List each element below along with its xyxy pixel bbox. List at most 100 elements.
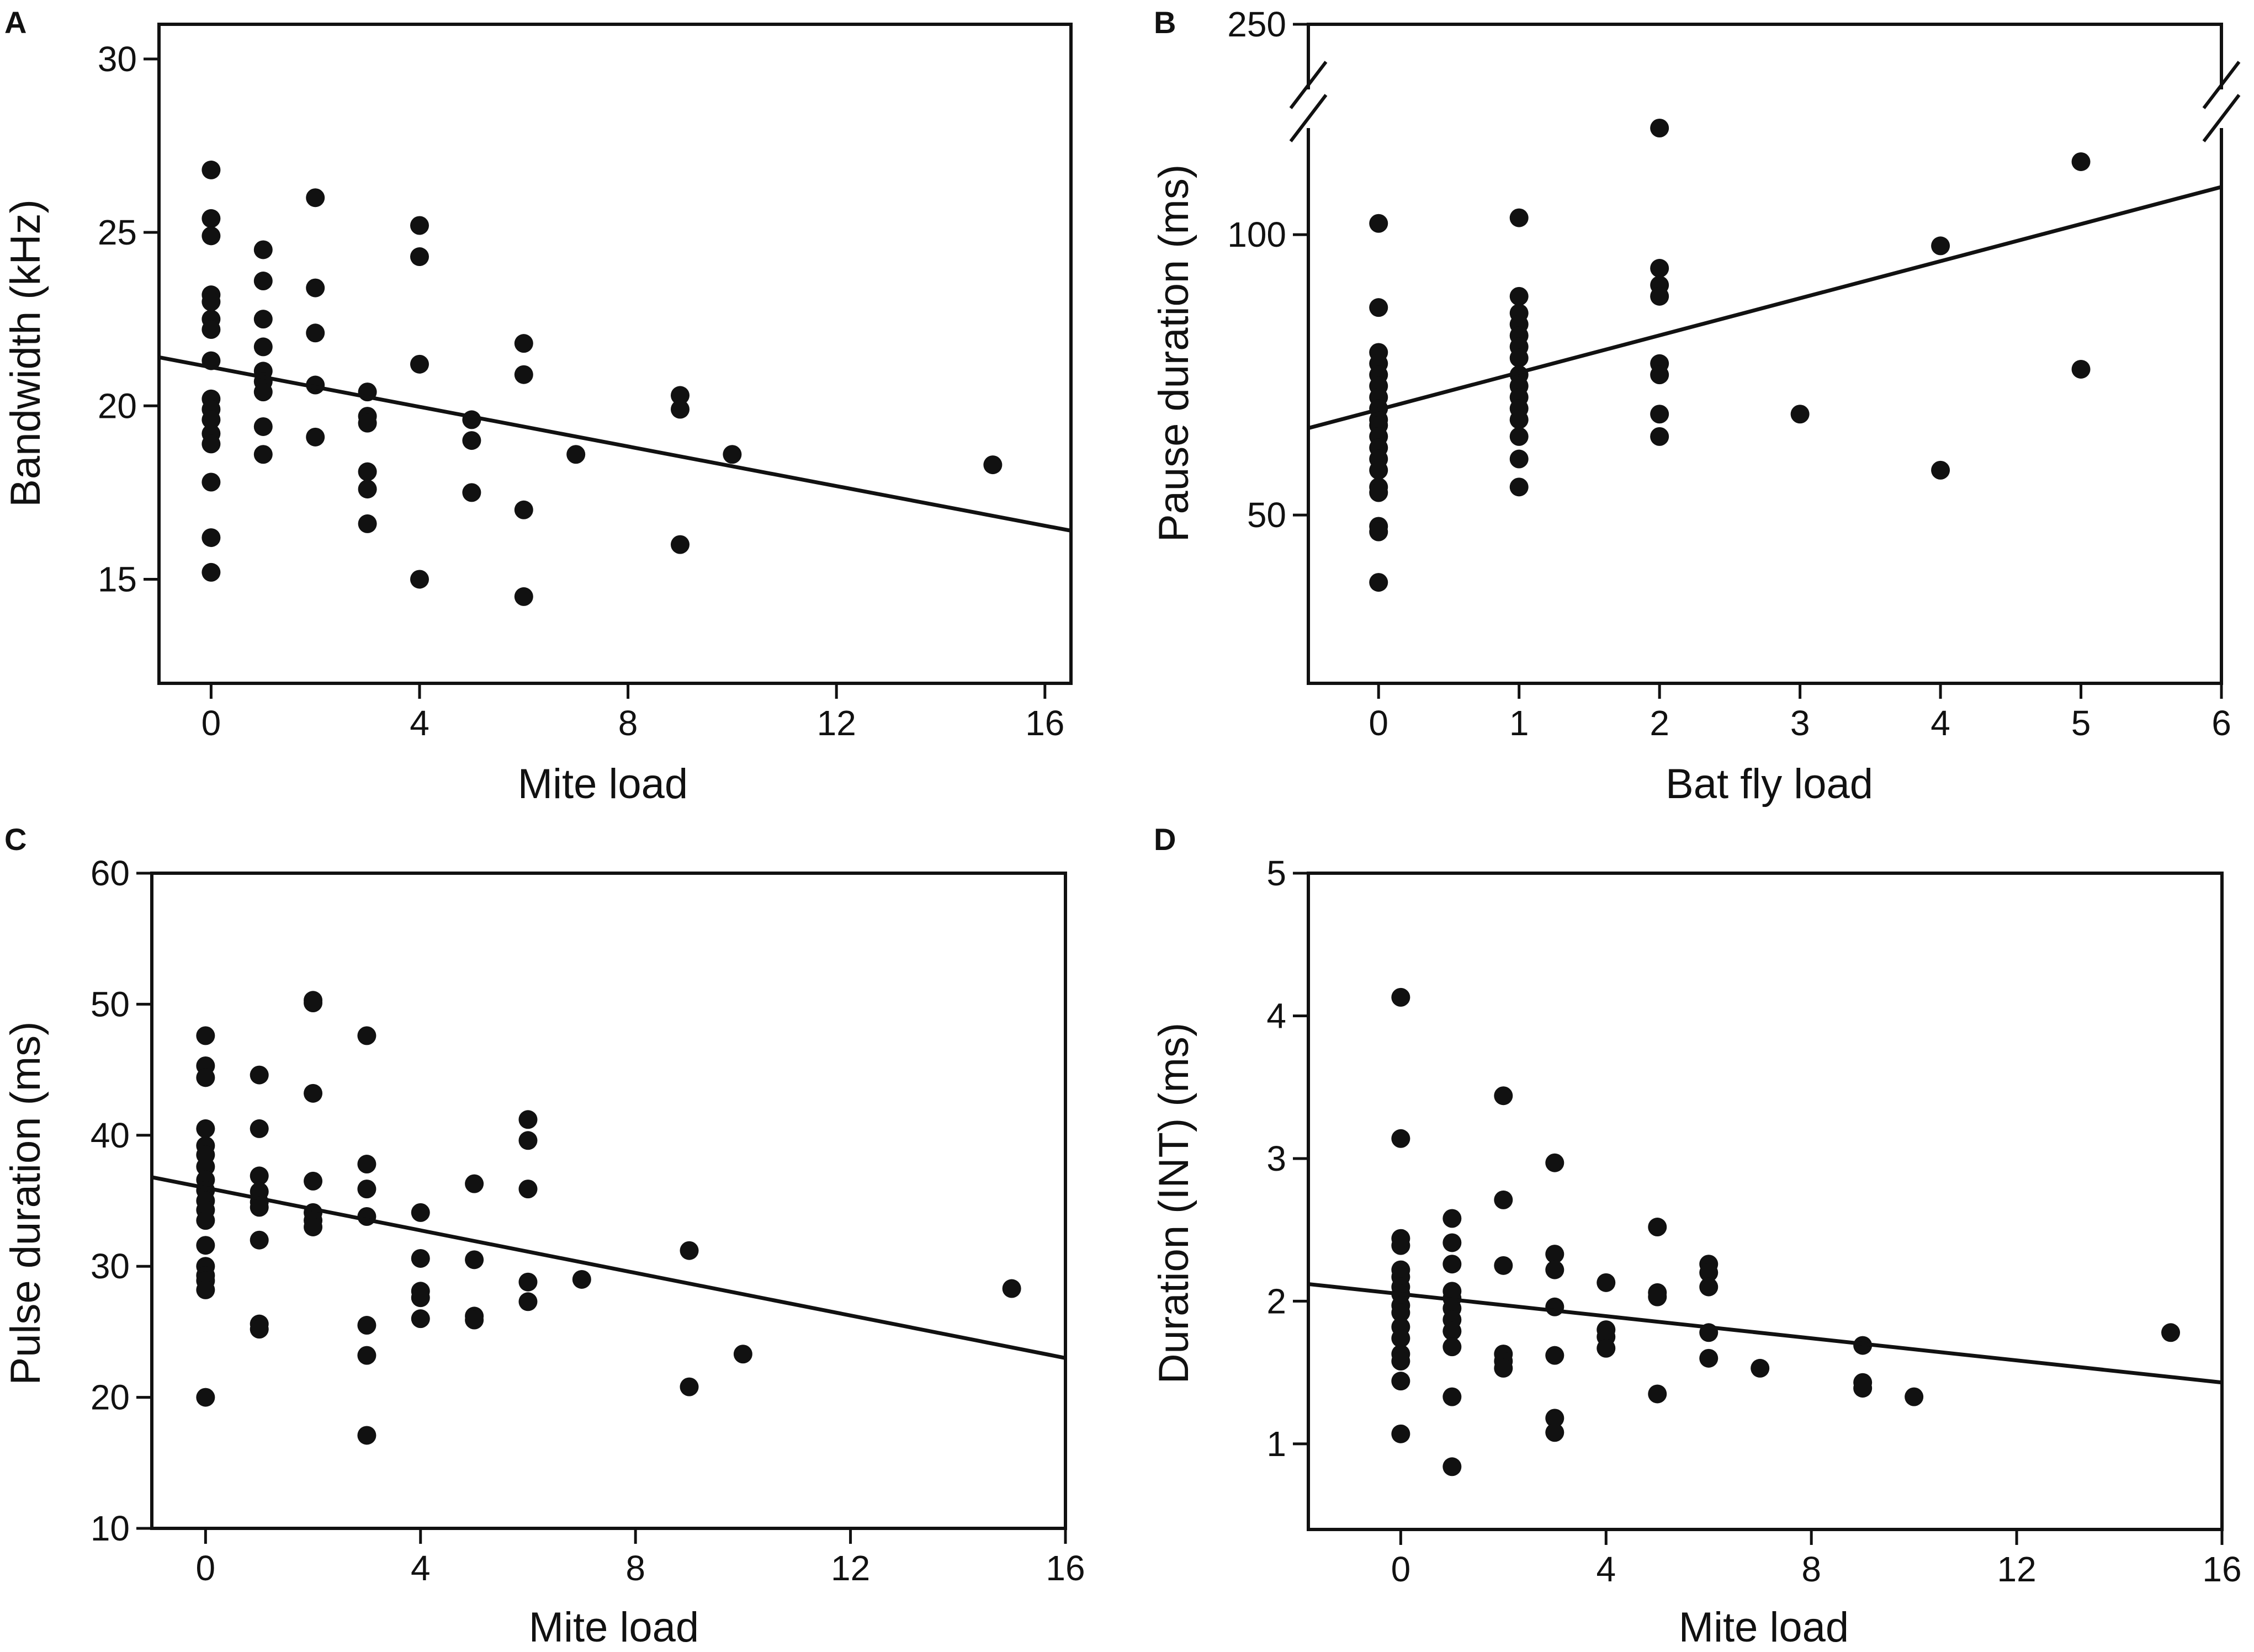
panel-a-data-point (723, 445, 742, 464)
panel-c-x-tick-label: 0 (196, 1548, 216, 1588)
panel-d-data-point (1751, 1358, 1770, 1378)
panel-c-data-point (196, 1236, 215, 1255)
panel-d-x-tick-label: 4 (1596, 1549, 1616, 1589)
panel-a-data-point (566, 445, 586, 464)
panel-c-data-point (518, 1292, 538, 1311)
panel-a-data-point (358, 413, 377, 433)
panel-c-x-tick-label: 4 (411, 1548, 431, 1588)
panel-d-y-label: Duration (INT) (ms) (1150, 1023, 1197, 1384)
panel-d-data-point (1597, 1338, 1616, 1358)
panel-d-data-point (1391, 1129, 1410, 1148)
panel-a-fit-line (158, 355, 1072, 533)
panel-c-data-point (196, 1026, 215, 1045)
panel-b-y-tick-label: 100 (1227, 215, 1286, 254)
panel-c-data-point (680, 1377, 699, 1396)
panel-a-y-tick-label: 25 (98, 213, 137, 252)
panel-d-data-point (1442, 1255, 1462, 1274)
panel-c-data-point (465, 1250, 484, 1269)
panel-a-letter: A (4, 5, 26, 40)
panel-c-letter: C (4, 822, 26, 857)
panel-d-data-point (1391, 1236, 1410, 1255)
panel-c: C 10 20 30 40 50 60 0 4 8 12 16 Mite load Pulse d… (2, 822, 1085, 1651)
panel-a-y-tick-label: 30 (98, 39, 137, 79)
panel-d-data-point (1905, 1387, 1924, 1406)
panel-b-data-point (1650, 286, 1669, 306)
panel-a-x-axis: 0 4 8 12 16 (201, 683, 1064, 743)
panel-b-x-tick-label: 3 (1790, 703, 1810, 743)
panel-b-y-label: Pause duration (ms) (1150, 164, 1197, 542)
panel-a-x-tick-label: 8 (618, 703, 638, 743)
panel-a-data-point (358, 514, 377, 533)
panel-d-data-point (1853, 1379, 1873, 1398)
panel-a-data-point (253, 417, 273, 436)
panel-a-data-point (671, 400, 690, 419)
panel-b-data-point (1650, 405, 1669, 424)
panel-a-data-point (306, 188, 325, 208)
panel-b-break-mark-right-bottom (2202, 94, 2241, 142)
panel-c-y-tick-label: 30 (91, 1246, 130, 1286)
panel-b-data-point (1509, 410, 1529, 429)
panel-a-x-label: Mite load (518, 761, 688, 808)
panel-a-data-point (410, 247, 429, 267)
panel-c-data-point (357, 1316, 376, 1335)
panel-b-fit-line (1308, 185, 2222, 431)
panel-c-y-tick-label: 10 (91, 1508, 130, 1548)
panel-a-y-tick-label: 15 (98, 559, 137, 599)
panel-d-fit-line (1308, 1282, 2223, 1385)
panel-b-data-point (1369, 460, 1388, 480)
panel-c-y-tick-label: 40 (91, 1116, 130, 1155)
panel-a-data-point (253, 240, 273, 259)
panel-a-data-point (514, 500, 533, 519)
panel-d-data-point (2161, 1323, 2181, 1342)
panel-b-x-tick-label: 1 (1509, 703, 1529, 743)
panel-b-break-mark-right-top (2202, 61, 2241, 109)
panel-d-frame (1307, 872, 2224, 1531)
panel-a-data-point (671, 535, 690, 554)
panel-c-data-point (518, 1131, 538, 1150)
panel-c-y-label: Pulse duration (ms) (2, 1022, 49, 1385)
panel-d-x-tick-label: 8 (1801, 1549, 1821, 1589)
panel-b-data-point (1509, 477, 1529, 497)
panel-c-data-point (411, 1249, 430, 1268)
panel-c-data-point (465, 1174, 484, 1193)
panel-c-y-tick-label: 60 (91, 853, 130, 893)
panel-b-data-point (1509, 449, 1529, 469)
panel-a-data-point (201, 209, 221, 228)
panel-c-data-point (357, 1026, 376, 1045)
panel-c-data-point (518, 1272, 538, 1292)
panel-c-data-point (357, 1155, 376, 1174)
panel-d-data-point (1442, 1233, 1462, 1252)
panel-a-data-point (514, 365, 533, 384)
panel-d-data-point (1391, 1303, 1410, 1322)
panel-c-data-point (357, 1426, 376, 1445)
panel-c-data-point (680, 1241, 699, 1260)
panel-d-y-tick-label: 5 (1266, 853, 1286, 893)
panel-a: A 15 20 25 30 0 4 8 12 16 Mite load Bandwidth (… (2, 5, 1073, 808)
panel-a-frame (157, 23, 1073, 685)
panel-d-y-axis: 1 2 3 4 5 (1266, 853, 1308, 1464)
panel-d-data-point (1597, 1273, 1616, 1292)
panel-b-data-point (1509, 286, 1529, 306)
panel-b-x-label: Bat fly load (1666, 761, 1873, 808)
panel-b-y-tick-label: 50 (1247, 495, 1286, 535)
panel-c-data-point (304, 1217, 323, 1236)
panel-c-data-point (1002, 1279, 1021, 1298)
panel-c-data-point (465, 1310, 484, 1330)
panel-d-data-point (1442, 1209, 1462, 1228)
panel-d-data-point (1391, 1372, 1410, 1391)
panel-c-data-point (411, 1309, 430, 1329)
panel-d-data-point (1545, 1245, 1564, 1264)
panel-c-data-point (250, 1320, 269, 1339)
panel-d-x-label: Mite load (1679, 1604, 1849, 1651)
panel-a-data-point (306, 278, 325, 298)
panel-b-x-axis: 0 1 2 3 4 5 6 (1369, 683, 2231, 743)
panel-d-x-axis: 0 4 8 12 16 (1391, 1529, 2242, 1589)
panel-b-frame (1307, 23, 2223, 685)
panel-d-data-point (1391, 1351, 1410, 1371)
panel-c-x-tick-label: 8 (625, 1548, 645, 1588)
panel-d-data-point (1494, 1086, 1513, 1106)
panel-b-y-axis: 50 100 250 (1227, 4, 1308, 535)
panel-d-data-point (1648, 1218, 1667, 1237)
panel-a-data-point (253, 445, 273, 464)
